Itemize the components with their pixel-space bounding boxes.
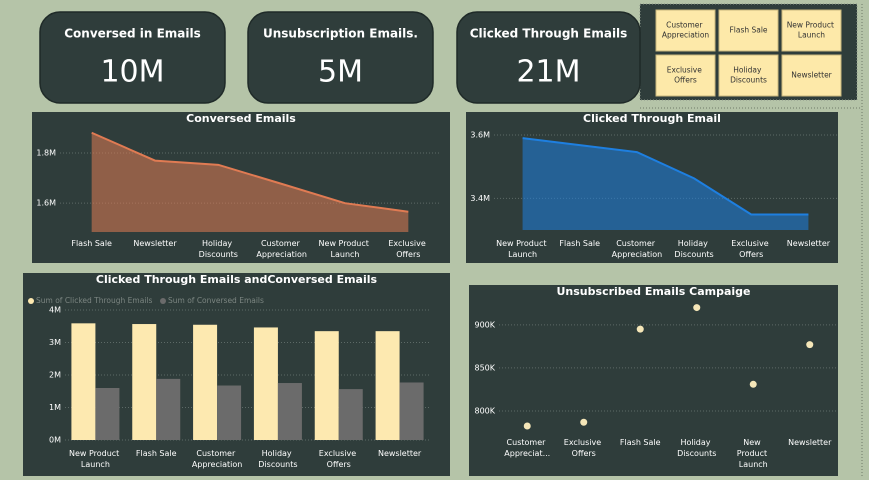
- bar: [399, 382, 424, 440]
- x-tick-label: New Product Launch: [69, 449, 122, 469]
- line: [522, 137, 809, 216]
- chart-panel: [469, 285, 838, 476]
- dot: [636, 325, 644, 333]
- kpi-value: 21M: [516, 55, 580, 90]
- slicer-label[interactable]: Exclusive Offers: [667, 66, 704, 85]
- bar: [95, 388, 120, 440]
- y-tick-label: 3.4M: [470, 194, 490, 203]
- chart-title: Unsubscribed Emails Campaige: [557, 285, 751, 298]
- x-tick-label: Holiday Discounts: [674, 239, 713, 259]
- slicer-button[interactable]: [718, 9, 779, 52]
- bar: [156, 378, 181, 440]
- dot: [523, 422, 531, 430]
- y-tick-label: 850K: [474, 363, 495, 372]
- legend-marker: [160, 298, 166, 304]
- x-tick-label: Newsletter: [787, 239, 831, 248]
- bar: [375, 331, 400, 440]
- bar: [132, 324, 157, 440]
- x-tick-label: Flash Sale: [559, 239, 600, 248]
- y-tick-label: 0M: [49, 436, 61, 445]
- x-tick-label: Flash Sale: [620, 438, 661, 447]
- bar: [217, 385, 242, 440]
- x-tick-label: Customer Appreciation: [256, 239, 307, 259]
- y-tick-label: 3M: [49, 338, 61, 347]
- kpi-value: 5M: [318, 55, 363, 90]
- x-tick-label: Newsletter: [378, 449, 422, 458]
- y-tick-label: 1.6M: [36, 199, 56, 208]
- x-tick-label: New Product Launch: [737, 438, 770, 469]
- x-tick-label: Customer Appreciat...: [504, 438, 550, 458]
- dot: [749, 380, 757, 388]
- kpi-value: 10M: [100, 55, 164, 90]
- kpi-card: [247, 11, 434, 104]
- x-tick-label: Holiday Discounts: [677, 438, 716, 458]
- legend-marker: [28, 298, 34, 304]
- x-tick-label: Exclusive Offers: [731, 239, 771, 259]
- x-tick-label: Exclusive Offers: [388, 239, 428, 259]
- y-tick-label: 1M: [49, 403, 61, 412]
- slicer-button[interactable]: [655, 54, 716, 97]
- slicer-label[interactable]: Flash Sale: [729, 26, 767, 35]
- chart-title: Clicked Through Email: [583, 112, 721, 125]
- slicer-button[interactable]: [781, 54, 842, 97]
- line: [91, 131, 409, 213]
- bar: [277, 383, 302, 440]
- x-tick-label: Flash Sale: [136, 449, 177, 458]
- kpi-title: Conversed in Emails: [64, 27, 201, 41]
- area: [91, 132, 409, 232]
- slicer-label[interactable]: Newsletter: [791, 71, 832, 80]
- y-tick-label: 900K: [474, 320, 495, 329]
- x-tick-label: Holiday Discounts: [199, 239, 238, 259]
- bar: [338, 389, 363, 440]
- area: [522, 138, 809, 230]
- bar: [253, 327, 278, 440]
- y-tick-label: 4M: [49, 306, 61, 315]
- dot: [806, 341, 814, 349]
- y-tick-label: 800K: [474, 407, 495, 416]
- chart-title: Conversed Emails: [186, 112, 296, 125]
- slicer-button[interactable]: [781, 9, 842, 52]
- x-tick-label: Customer Appreciation: [612, 239, 663, 259]
- bar: [314, 331, 339, 440]
- y-tick-label: 3.6M: [470, 130, 490, 139]
- x-tick-label: New Product Launch: [496, 239, 549, 259]
- y-tick-label: 2M: [49, 371, 61, 380]
- legend-label: Sum of Clicked Through Emails: [36, 296, 152, 305]
- kpi-card: [39, 11, 226, 104]
- dot: [580, 418, 588, 426]
- legend-label: Sum of Conversed Emails: [168, 296, 264, 305]
- bar: [71, 323, 96, 440]
- x-tick-label: New Product Launch: [319, 239, 372, 259]
- chart-title: Clicked Through Emails andConversed Emai…: [96, 273, 378, 286]
- kpi-title: Unsubscription Emails.: [263, 27, 418, 41]
- y-tick-label: 1.8M: [36, 149, 56, 158]
- slicer-button[interactable]: [655, 9, 716, 52]
- x-tick-label: Exclusive Offers: [319, 449, 359, 469]
- kpi-title: Clicked Through Emails: [470, 27, 628, 41]
- slicer-label[interactable]: Customer Appreciation: [662, 21, 710, 40]
- x-tick-label: Flash Sale: [71, 239, 112, 248]
- kpi-card: [456, 11, 641, 104]
- x-tick-label: Exclusive Offers: [564, 438, 604, 458]
- slicer-label[interactable]: Holiday Discounts: [730, 66, 767, 85]
- x-tick-label: Holiday Discounts: [258, 449, 297, 469]
- x-tick-label: Newsletter: [788, 438, 832, 447]
- x-tick-label: Customer Appreciation: [192, 449, 243, 469]
- slicer-button[interactable]: [718, 54, 779, 97]
- x-tick-label: Newsletter: [133, 239, 177, 248]
- bar: [193, 324, 218, 440]
- slicer-label[interactable]: New Product Launch: [787, 21, 837, 40]
- dot: [693, 304, 701, 312]
